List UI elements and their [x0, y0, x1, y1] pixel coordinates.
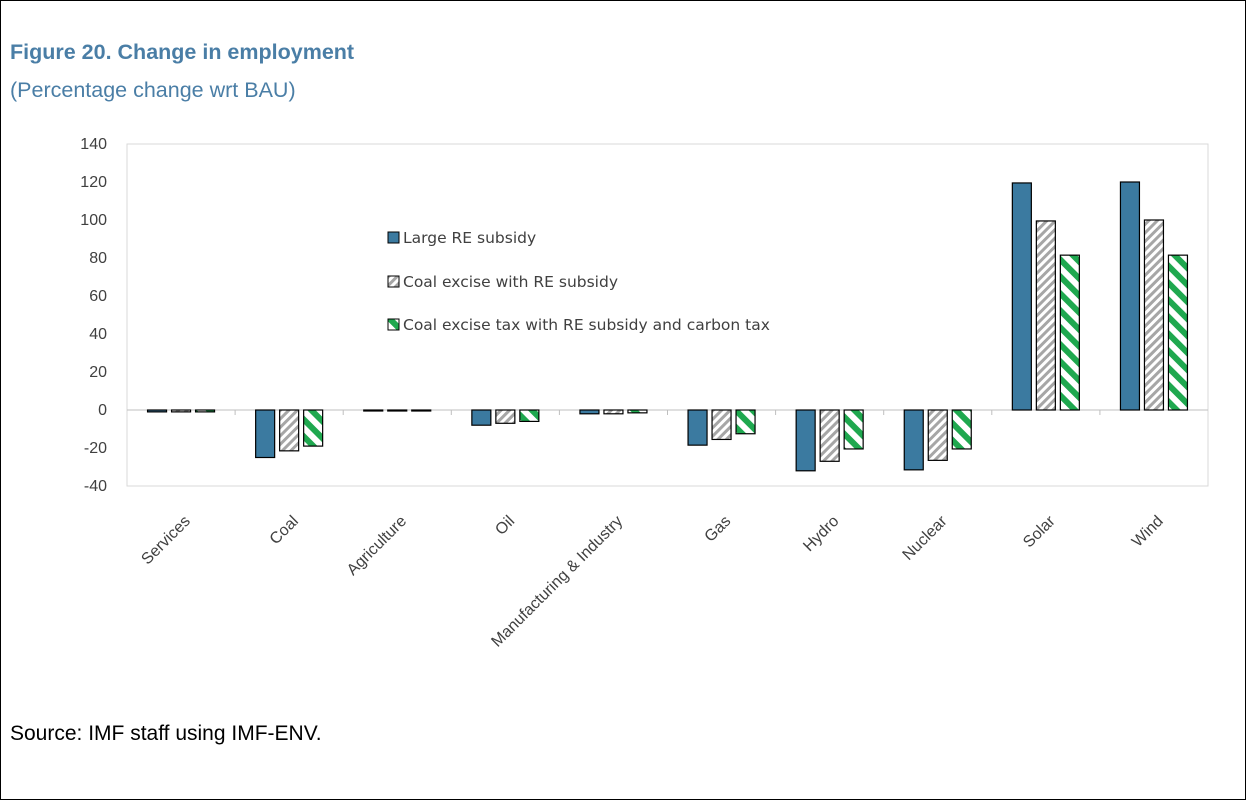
bar-series-2: [495, 409, 516, 424]
bar-series-1: [795, 409, 816, 472]
x-category-label: Agriculture: [344, 513, 410, 579]
x-category-label: Services: [138, 513, 193, 568]
x-category-label: Solar: [1020, 512, 1059, 551]
legend-swatch-2: [387, 275, 400, 288]
bar-series-1: [687, 409, 708, 446]
legend: Large RE subsidy Coal excise with RE subs…: [387, 229, 770, 334]
bar-series-3: [411, 409, 432, 412]
bar-series-2: [819, 409, 840, 462]
bar-series-3: [519, 409, 540, 422]
x-category-label: Gas: [702, 513, 735, 546]
bar-series-2: [387, 409, 408, 412]
bar-series-1: [471, 409, 492, 426]
bar-series-1: [903, 409, 924, 471]
legend-label-2: Coal excise with RE subsidy: [403, 273, 618, 291]
bar-series-3: [735, 409, 756, 435]
bar-series-2: [711, 409, 732, 441]
y-tick-label: -20: [84, 440, 107, 457]
legend-label-1: Large RE subsidy: [403, 229, 536, 247]
x-category-label: Hydro: [800, 513, 842, 555]
legend-swatch-3: [387, 318, 400, 331]
figure-subtitle: (Percentage change wrt BAU): [10, 78, 296, 102]
bar-series-1: [146, 409, 168, 413]
bar-series-3: [1167, 254, 1189, 411]
bar-series-1: [1011, 182, 1032, 411]
bar-series-2: [927, 409, 948, 461]
legend-label-3: Coal excise tax with RE subsidy and carb…: [403, 316, 770, 334]
y-tick-label: 40: [89, 326, 107, 343]
bar-series-3: [627, 409, 648, 414]
y-tick-label: 60: [89, 288, 107, 305]
y-tick-label: 20: [89, 364, 107, 381]
legend-swatch-1: [387, 231, 400, 244]
x-category-label: Oil: [492, 513, 518, 539]
bar-series-3: [194, 409, 216, 413]
bar-series-2: [603, 409, 624, 415]
bar-series-2: [1035, 220, 1056, 411]
y-tick-label: 0: [98, 402, 107, 419]
x-category-label: Wind: [1129, 513, 1167, 551]
x-category-label: Coal: [267, 513, 302, 548]
plot-border: [126, 143, 1209, 487]
plot-area: 140 120 100 80 60 40 20 0 -20 -40 Services Coal Agri…: [80, 136, 1209, 651]
source-note: Source: IMF staff using IMF-ENV.: [10, 722, 322, 745]
y-tick-label: 80: [89, 250, 107, 267]
bar-series-3: [303, 409, 324, 447]
bar-series-2: [1143, 219, 1165, 411]
bar-series-2: [279, 409, 300, 452]
y-tick-label: -40: [84, 478, 107, 495]
y-tick-label: 100: [80, 212, 107, 229]
bar-series-1: [363, 409, 384, 412]
bar-series-1: [255, 409, 276, 459]
bar-series-1: [579, 409, 600, 415]
bar-series-3: [951, 409, 972, 450]
y-tick-label: 140: [80, 136, 107, 153]
y-tick-label: 120: [80, 174, 107, 191]
bar-series-3: [843, 409, 864, 450]
bar-series-3: [1059, 254, 1080, 411]
x-category-label: Nuclear: [900, 512, 951, 563]
bar-series-1: [1119, 181, 1141, 411]
bar-chart: 140 120 100 80 60 40 20 0 -20 -40 Services Coal Agri…: [80, 136, 1209, 651]
figure-title: Figure 20. Change in employment: [10, 40, 355, 64]
bar-series-2: [170, 409, 192, 413]
